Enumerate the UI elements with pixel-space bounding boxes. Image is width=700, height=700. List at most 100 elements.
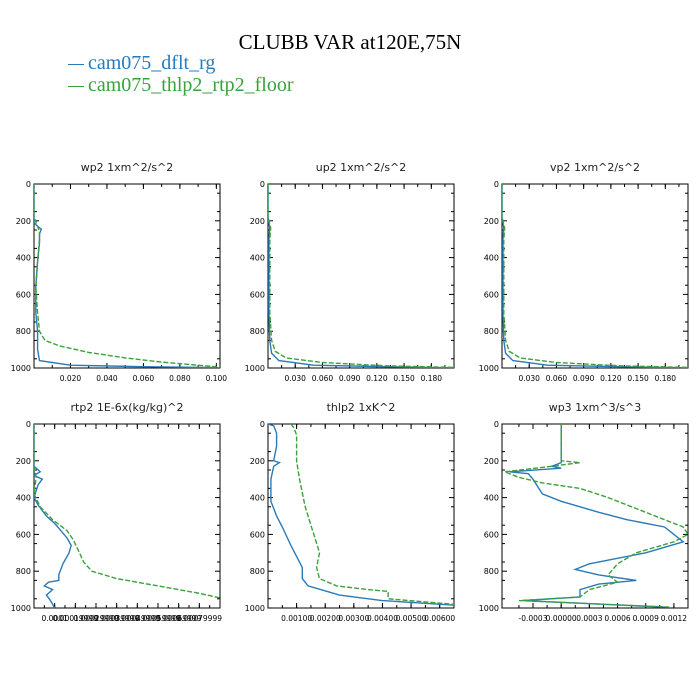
- x-tick-label: 0.00059999: [135, 614, 181, 623]
- y-tick-label: 200: [16, 217, 31, 226]
- y-tick-label: 400: [250, 254, 265, 263]
- y-tick-label: 600: [16, 290, 31, 299]
- y-tick-label: 0: [494, 420, 499, 429]
- y-tick-label: 600: [484, 530, 499, 539]
- series-line: [504, 424, 688, 608]
- x-tick-label: 0.090: [339, 374, 361, 383]
- x-tick-label: 0.00039999: [94, 614, 140, 623]
- y-tick-label: 0: [26, 180, 31, 189]
- y-tick-label: 800: [484, 567, 499, 576]
- x-tick-label: 0.150: [393, 374, 415, 383]
- x-tick-label: 0.00000: [546, 614, 577, 623]
- y-tick-label: 0: [260, 420, 265, 429]
- y-tick-label: 1000: [11, 364, 31, 373]
- plot-frame: [33, 183, 221, 369]
- x-tick-label: 0.00500: [396, 614, 427, 623]
- x-tick-label: 0.060: [546, 374, 568, 383]
- x-tick-label: 0.020: [60, 374, 82, 383]
- x-tick-label: 0.0001: [42, 614, 68, 623]
- x-tick-label: 0.0009: [633, 614, 659, 623]
- x-tick-label: -0.0003: [519, 614, 548, 623]
- series-line: [509, 424, 685, 608]
- legend-entry: cam075_dflt_rg: [68, 52, 215, 75]
- x-tick-label: 0.040: [96, 374, 118, 383]
- x-tick-label: 0.00079999: [177, 614, 223, 623]
- y-tick-label: 800: [16, 567, 31, 576]
- y-tick-label: 400: [16, 494, 31, 503]
- y-tick-label: 800: [16, 327, 31, 336]
- legend-swatch: [68, 85, 84, 87]
- x-tick-label: 0.00200: [310, 614, 341, 623]
- y-tick-label: 0: [26, 420, 31, 429]
- legend-label: cam075_dflt_rg: [88, 52, 216, 74]
- x-tick-label: 0.090: [573, 374, 595, 383]
- x-tick-label: 0.00049999: [115, 614, 161, 623]
- y-tick-label: 0: [494, 180, 499, 189]
- x-tick-label: 0.030: [518, 374, 540, 383]
- x-tick-label: 0.060: [312, 374, 334, 383]
- x-tick-label: 0.0012: [661, 614, 687, 623]
- legend-entry: cam075_thlp2_rtp2_floor: [68, 74, 294, 97]
- series-line: [502, 184, 688, 368]
- x-tick-label: 0.0006: [604, 614, 630, 623]
- y-tick-label: 200: [250, 457, 265, 466]
- y-tick-label: 1000: [479, 604, 499, 613]
- y-tick-label: 1000: [245, 604, 265, 613]
- plot-frame: [501, 423, 689, 609]
- y-tick-label: 600: [16, 530, 31, 539]
- y-tick-label: 800: [484, 327, 499, 336]
- series-line: [34, 184, 217, 368]
- subplot-title: thlp2 1xK^2: [327, 401, 396, 414]
- series-line: [268, 424, 454, 606]
- y-tick-label: 600: [484, 290, 499, 299]
- y-tick-label: 400: [484, 494, 499, 503]
- series-line: [34, 424, 72, 608]
- subplot-title: rtp2 1E-6x(kg/kg)^2: [71, 401, 184, 414]
- x-tick-label: 0.180: [421, 374, 443, 383]
- x-tick-label: 0.00019999: [53, 614, 99, 623]
- x-tick-label: 0.120: [600, 374, 622, 383]
- series-line: [34, 184, 220, 368]
- plot-frame: [267, 183, 455, 369]
- y-tick-label: 400: [484, 254, 499, 263]
- x-tick-label: 0.00600: [424, 614, 455, 623]
- x-tick-label: 0.180: [655, 374, 677, 383]
- y-tick-label: 400: [250, 494, 265, 503]
- y-tick-label: 400: [16, 254, 31, 263]
- legend-label: cam075_thlp2_rtp2_floor: [88, 74, 294, 96]
- y-tick-label: 200: [484, 217, 499, 226]
- legend-swatch: [68, 63, 84, 65]
- series-line: [502, 184, 688, 368]
- subplot-title: wp2 1xm^2/s^2: [81, 161, 174, 174]
- y-tick-label: 1000: [11, 604, 31, 613]
- x-tick-label: 0.120: [366, 374, 388, 383]
- y-tick-label: 600: [250, 290, 265, 299]
- x-tick-label: 0.080: [169, 374, 191, 383]
- y-tick-label: 0: [260, 180, 265, 189]
- plot-frame: [267, 423, 455, 609]
- x-tick-label: 0.100: [206, 374, 228, 383]
- y-tick-label: 1000: [479, 364, 499, 373]
- chart-title: CLUBB VAR at120E,75N: [238, 30, 462, 54]
- series-line: [34, 424, 220, 601]
- x-tick-label: 0.00300: [338, 614, 369, 623]
- y-tick-label: 800: [250, 567, 265, 576]
- y-tick-label: 200: [250, 217, 265, 226]
- x-tick-label: 0.060: [133, 374, 155, 383]
- x-tick-label: 0.00029999: [73, 614, 119, 623]
- y-tick-label: 200: [484, 457, 499, 466]
- series-line: [290, 424, 454, 605]
- x-tick-label: 0.00400: [367, 614, 398, 623]
- subplot-title: wp3 1xm^3/s^3: [549, 401, 642, 414]
- x-tick-label: 0.00069999: [156, 614, 202, 623]
- series-line: [268, 184, 454, 368]
- plot-frame: [501, 183, 689, 369]
- x-tick-label: 0.00100: [281, 614, 312, 623]
- subplot-title: up2 1xm^2/s^2: [316, 161, 407, 174]
- x-tick-label: 0.150: [627, 374, 649, 383]
- y-tick-label: 600: [250, 530, 265, 539]
- y-tick-label: 800: [250, 327, 265, 336]
- y-tick-label: 200: [16, 457, 31, 466]
- subplot-title: vp2 1xm^2/s^2: [550, 161, 640, 174]
